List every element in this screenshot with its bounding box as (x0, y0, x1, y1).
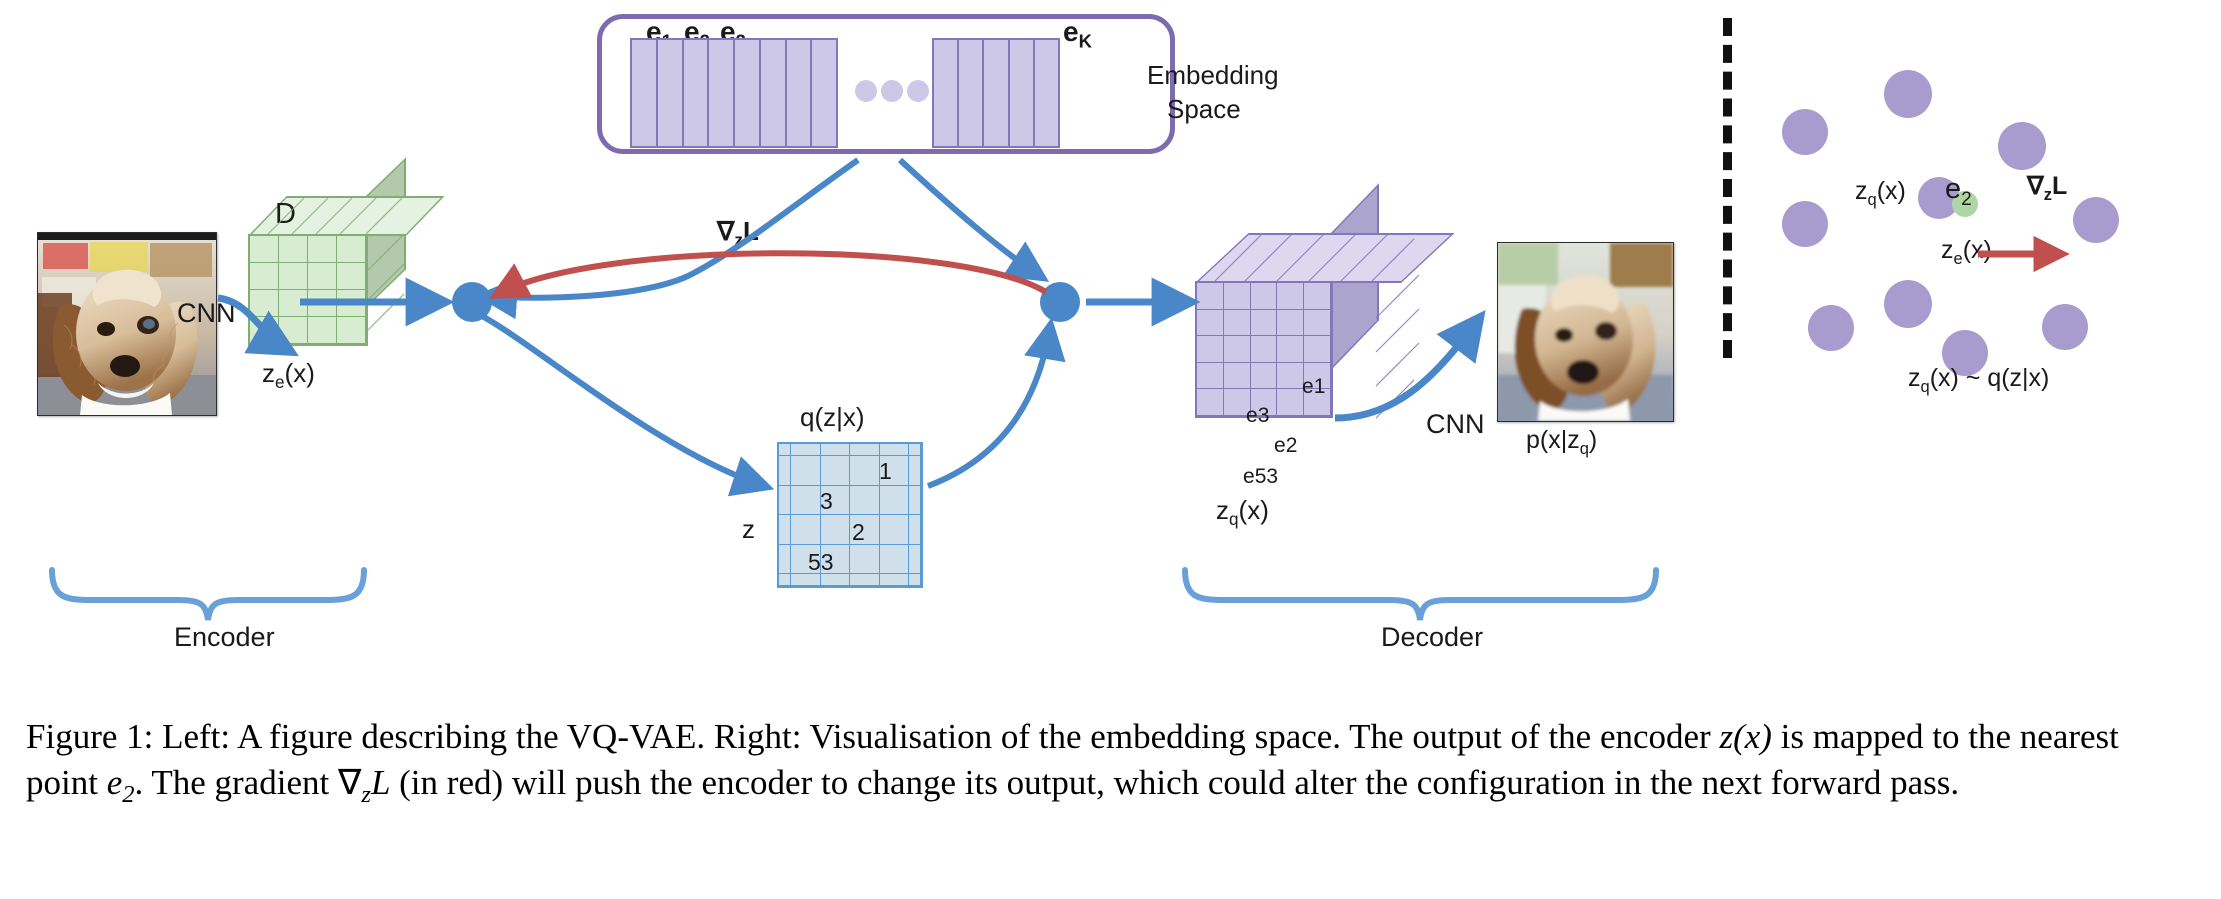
caption-math-nabla-sub: z (361, 781, 371, 808)
embedding-dot (1782, 201, 1828, 247)
codebook-label-eK: eK (1063, 16, 1092, 52)
caption-part-3: . The gradient (134, 763, 338, 802)
encoder-output-label: ze(x) (262, 358, 315, 393)
embedding-dot (2073, 197, 2119, 243)
grid-value-3: 3 (820, 488, 833, 514)
embedding-dot (1942, 330, 1988, 376)
caption-math-zx: z(x) (1719, 717, 1772, 756)
embedding-space-scatter (1760, 60, 2200, 460)
posterior-label: q(z|x) (800, 402, 865, 432)
codebook-bank-left (630, 38, 838, 148)
decoder-brace (1182, 567, 1659, 621)
embedding-dot (1782, 109, 1828, 155)
embedding-space-label-line1: Embedding (1147, 60, 1279, 90)
nearest-code-label: e2 (1945, 173, 1972, 210)
grid-value-1: 1 (879, 458, 892, 484)
posterior-sample-label: zq(x) ~ q(z|x) (1908, 364, 2050, 396)
embedding-dot (1998, 122, 2046, 170)
caption-math-e: e (106, 763, 123, 802)
embedding-dot (1884, 70, 1932, 118)
reconstructed-image (1497, 242, 1674, 422)
panel-divider (1723, 18, 1732, 358)
quantizer-output-node (1040, 282, 1080, 322)
codebook-ellipsis-icon (855, 80, 929, 104)
quantizer-input-node (452, 282, 492, 322)
input-dog-photo-icon (38, 233, 216, 415)
ze-annotation-label: ze(x) (1941, 236, 1992, 268)
caption-math-e-sub: 2 (122, 781, 135, 808)
decoder-cell-e53: e53 (1243, 465, 1279, 488)
embedding-dot (1808, 305, 1854, 351)
arrow-codebook-to-output-node (897, 157, 1050, 282)
reconstruction-likelihood-label: p(x|zq) (1526, 426, 1598, 458)
arrow-node-to-grid (480, 313, 775, 497)
encoder-cube-front-face (248, 234, 368, 346)
gradient-label-center: ∇zL (717, 216, 759, 251)
caption-part-1: Figure 1: Left: A figure describing the … (26, 717, 1720, 756)
grid-value-53: 53 (808, 549, 834, 575)
encoder-brace-label: Encoder (174, 622, 275, 652)
input-image (37, 232, 217, 416)
grid-value-2: 2 (852, 519, 865, 545)
arrow-grid-to-node (926, 317, 1066, 489)
decoder-cell-e2: e2 (1274, 434, 1298, 457)
decoder-cube-top-face (1195, 233, 1455, 283)
decoder-cell-e1: e1 (1302, 375, 1326, 398)
zq-annotation-label: zq(x) (1855, 177, 1906, 209)
reconstructed-dog-photo-icon (1498, 243, 1673, 421)
caption-math-nabla: ∇ (337, 763, 362, 802)
latent-z-label: z (742, 514, 755, 544)
embedding-dot (2042, 304, 2088, 350)
encoder-output-dot (1952, 191, 1978, 217)
decoder-cube-front-face (1195, 281, 1333, 418)
encoder-brace (49, 567, 367, 621)
embedding-space-label-line2: Space (1167, 94, 1241, 124)
posterior-code-grid (777, 442, 923, 588)
arrow-codebook-to-quantizer (475, 157, 860, 320)
decoder-cnn-label: CNN (1426, 409, 1485, 439)
caption-part-2: is mapped to the nearest point (26, 717, 2119, 802)
figure-caption: Figure 1: Left: A figure describing the … (26, 714, 2196, 818)
encoder-cnn-label: CNN (177, 298, 236, 328)
decoder-cell-e3: e3 (1246, 404, 1270, 427)
decoder-input-label: zq(x) (1216, 495, 1269, 530)
embedding-dot (1884, 280, 1932, 328)
encoder-depth-label: D (275, 198, 296, 230)
caption-part-4: (in red) will push the encoder to change… (390, 763, 1960, 802)
gradient-label-right: ∇zL (2027, 172, 2068, 204)
decoder-brace-label: Decoder (1381, 622, 1484, 652)
caption-math-L: L (370, 763, 391, 802)
decoder-quantized-cube (1195, 183, 1455, 418)
codebook-bank-right (932, 38, 1060, 148)
arrow-gradient-backprop (488, 250, 1048, 299)
